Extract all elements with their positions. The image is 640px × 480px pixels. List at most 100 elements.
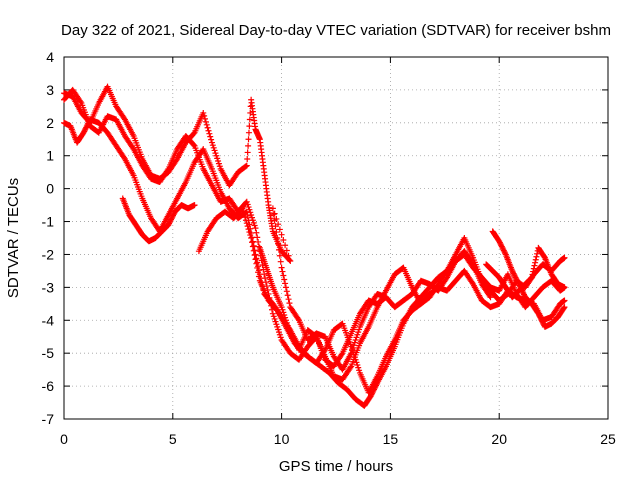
data-point bbox=[214, 155, 221, 162]
data-point bbox=[285, 252, 292, 259]
data-point bbox=[276, 226, 283, 233]
data-point bbox=[271, 210, 278, 217]
data-point bbox=[253, 260, 260, 267]
data-point bbox=[243, 162, 250, 169]
data-point bbox=[286, 327, 293, 334]
data-point bbox=[354, 331, 361, 338]
data-point bbox=[514, 278, 521, 285]
data-point bbox=[245, 204, 252, 211]
x-tick-label: 5 bbox=[169, 431, 177, 447]
data-point bbox=[203, 121, 210, 128]
data-point bbox=[211, 147, 218, 154]
data-point bbox=[287, 258, 294, 265]
data-point bbox=[499, 244, 506, 251]
data-point bbox=[509, 267, 516, 274]
data-point bbox=[356, 326, 363, 333]
data-point bbox=[242, 214, 249, 221]
data-series-4 bbox=[119, 195, 198, 245]
data-point bbox=[210, 144, 217, 151]
data-point bbox=[530, 268, 537, 275]
data-point bbox=[168, 215, 175, 222]
data-point bbox=[498, 243, 505, 250]
data-point bbox=[370, 387, 377, 394]
data-point bbox=[166, 220, 173, 227]
data-point bbox=[352, 356, 359, 363]
data-point bbox=[202, 118, 209, 125]
data-point bbox=[246, 229, 253, 236]
data-point bbox=[278, 304, 285, 311]
y-tick-label: -5 bbox=[42, 345, 55, 361]
data-point bbox=[213, 152, 220, 159]
data-point bbox=[371, 386, 378, 393]
data-point bbox=[270, 313, 277, 320]
data-point bbox=[205, 127, 212, 134]
data-point bbox=[286, 300, 293, 307]
data-point bbox=[498, 242, 505, 249]
y-tick-label: 2 bbox=[46, 115, 54, 131]
data-point bbox=[282, 314, 289, 321]
data-point bbox=[383, 294, 390, 301]
data-point bbox=[279, 268, 286, 275]
data-point bbox=[539, 318, 546, 325]
y-tick-label: 1 bbox=[46, 148, 54, 164]
data-point bbox=[338, 351, 345, 358]
data-point bbox=[353, 359, 360, 366]
data-point bbox=[561, 284, 568, 291]
data-point bbox=[272, 223, 279, 230]
data-point bbox=[240, 208, 247, 215]
grid-lines bbox=[64, 57, 608, 419]
data-point bbox=[278, 264, 285, 271]
y-tick-label: -7 bbox=[42, 411, 55, 427]
data-point bbox=[276, 252, 283, 259]
data-point bbox=[539, 319, 546, 326]
x-tick-label: 0 bbox=[60, 431, 68, 447]
data-point bbox=[253, 229, 260, 236]
data-point bbox=[513, 277, 520, 284]
data-point bbox=[207, 133, 214, 140]
data-point bbox=[537, 314, 544, 321]
data-point bbox=[209, 142, 216, 149]
data-point bbox=[286, 257, 293, 264]
data-point bbox=[244, 201, 251, 208]
data-point bbox=[253, 255, 260, 262]
data-point bbox=[511, 271, 518, 278]
data-point bbox=[280, 236, 287, 243]
data-point bbox=[531, 262, 538, 269]
plot-frame bbox=[63, 56, 609, 420]
data-point bbox=[533, 253, 540, 260]
axis-ticks bbox=[63, 56, 609, 420]
data-point bbox=[284, 322, 291, 329]
data-point bbox=[245, 129, 252, 136]
data-point bbox=[285, 296, 292, 303]
data-point bbox=[243, 220, 250, 227]
data-point bbox=[83, 123, 90, 130]
data-point bbox=[275, 240, 282, 247]
data-point bbox=[353, 334, 360, 341]
data-point bbox=[372, 383, 379, 390]
data-point bbox=[279, 306, 286, 313]
data-point bbox=[282, 284, 289, 291]
data-point bbox=[166, 219, 173, 226]
data-point bbox=[280, 272, 287, 279]
data-point bbox=[354, 362, 361, 369]
data-point bbox=[515, 281, 522, 288]
x-tick-labels: 0 5 10 15 20 25 bbox=[60, 431, 616, 447]
data-point bbox=[561, 297, 568, 304]
data-point bbox=[252, 225, 259, 232]
x-tick-label: 25 bbox=[600, 431, 616, 447]
data-point bbox=[351, 339, 358, 346]
data-point bbox=[244, 156, 251, 163]
data-point bbox=[281, 276, 288, 283]
data-point bbox=[269, 310, 276, 317]
data-point bbox=[255, 238, 262, 245]
data-point bbox=[369, 389, 376, 396]
data-point bbox=[244, 149, 251, 156]
data-point bbox=[208, 136, 215, 143]
data-point bbox=[254, 264, 261, 271]
data-point bbox=[215, 157, 222, 164]
data-point bbox=[348, 343, 355, 350]
data-point bbox=[273, 321, 280, 328]
data-point bbox=[528, 274, 535, 281]
data-point bbox=[190, 141, 197, 148]
data-point bbox=[282, 280, 289, 287]
